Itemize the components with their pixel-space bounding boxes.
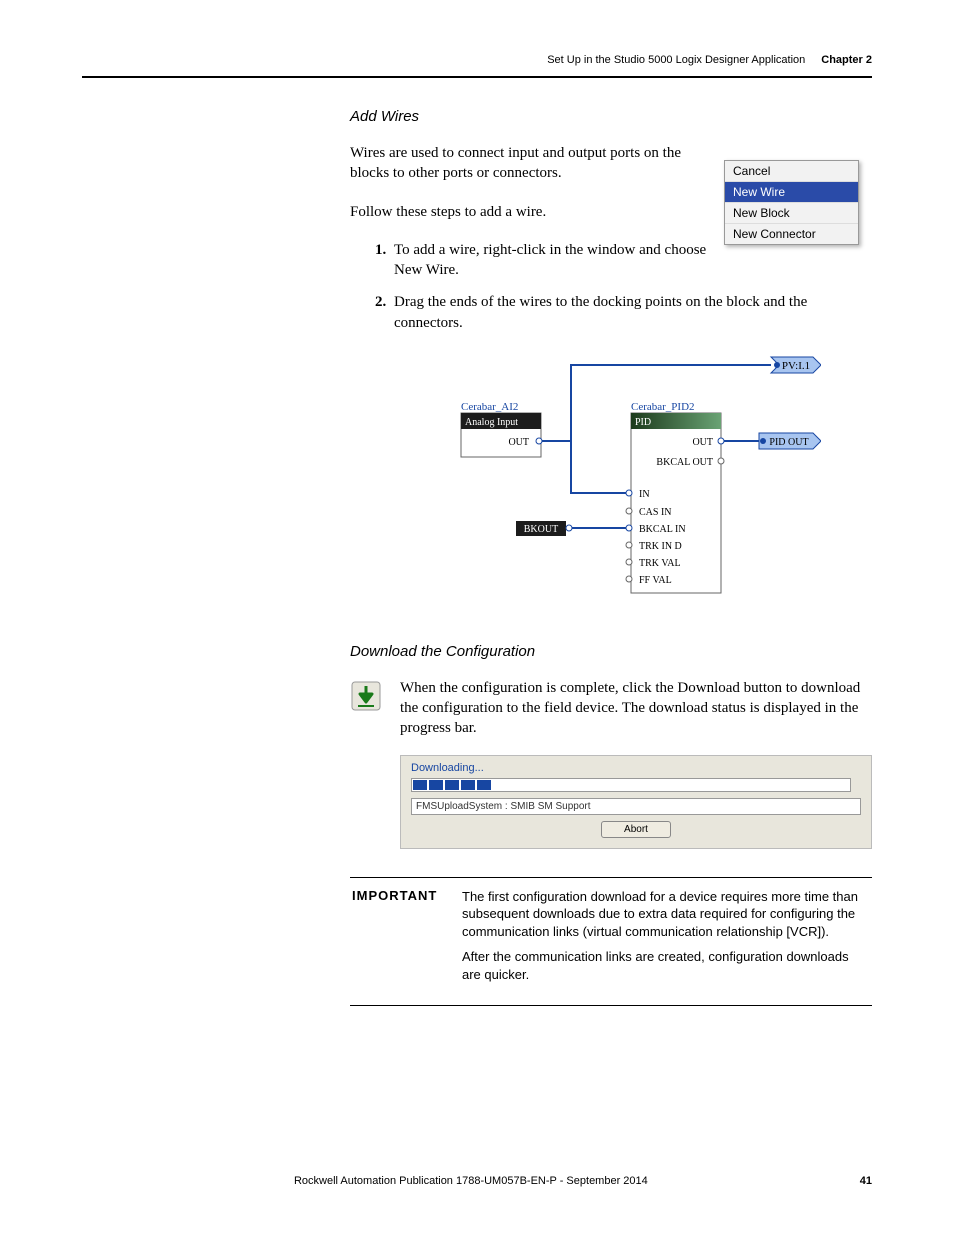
progress-bar	[411, 778, 851, 792]
conn-pidout: PID OUT	[769, 437, 808, 448]
footer-page: 41	[860, 1175, 872, 1187]
important-label: IMPORTANT	[352, 888, 442, 992]
svg-text:FF VAL: FF VAL	[639, 575, 672, 586]
page-footer: Rockwell Automation Publication 1788-UM0…	[82, 1175, 872, 1187]
heading-download: Download the Configuration	[350, 643, 872, 660]
important-box: IMPORTANT The first configuration downlo…	[350, 877, 872, 1007]
svg-text:BKCAL IN: BKCAL IN	[639, 524, 686, 535]
heading-add-wires: Add Wires	[350, 108, 872, 125]
steps-list: To add a wire, right-click in the window…	[390, 240, 872, 333]
progress-status: Downloading...	[411, 762, 861, 774]
svg-text:CAS IN: CAS IN	[639, 507, 672, 518]
conn-pv: PV:I.1	[782, 360, 810, 372]
progress-msg: FMSUploadSystem : SMIB SM Support	[411, 798, 861, 815]
header-rule	[82, 76, 872, 78]
para-wires-intro: Wires are used to connect input and outp…	[350, 143, 700, 184]
para-wires-follow: Follow these steps to add a wire.	[350, 202, 872, 222]
para-download: When the configuration is complete, clic…	[400, 678, 872, 739]
header-chapter: Chapter 2	[821, 54, 872, 66]
svg-text:OUT: OUT	[692, 437, 713, 448]
footer-pub: Rockwell Automation Publication 1788-UM0…	[294, 1175, 648, 1187]
block2-header: PID	[635, 417, 651, 428]
step-1: To add a wire, right-click in the window…	[390, 240, 710, 281]
download-icon	[350, 680, 382, 712]
abort-button[interactable]: Abort	[601, 821, 671, 838]
wire-diagram: PV:I.1 PID OUT BKOUT Cerabar_AI2 Analog …	[401, 353, 821, 603]
svg-text:TRK IN D: TRK IN D	[639, 541, 682, 552]
bkout-label: BKOUT	[524, 524, 558, 535]
block1-header: Analog Input	[465, 417, 518, 428]
step-2: Drag the ends of the wires to the dockin…	[390, 292, 872, 333]
progress-dialog: Downloading... FMSUploadSystem : SMIB SM…	[400, 755, 872, 849]
svg-text:OUT: OUT	[508, 437, 529, 448]
svg-text:TRK VAL: TRK VAL	[639, 558, 681, 569]
important-p2: After the communication links are create…	[462, 948, 870, 983]
header-title: Set Up in the Studio 5000 Logix Designer…	[547, 54, 805, 66]
block2-title: Cerabar_PID2	[631, 401, 695, 413]
block1-title: Cerabar_AI2	[461, 401, 518, 413]
svg-text:BKCAL OUT: BKCAL OUT	[656, 457, 713, 468]
page-header: Set Up in the Studio 5000 Logix Designer…	[82, 54, 872, 66]
important-p1: The first configuration download for a d…	[462, 888, 870, 941]
svg-text:IN: IN	[639, 489, 650, 500]
